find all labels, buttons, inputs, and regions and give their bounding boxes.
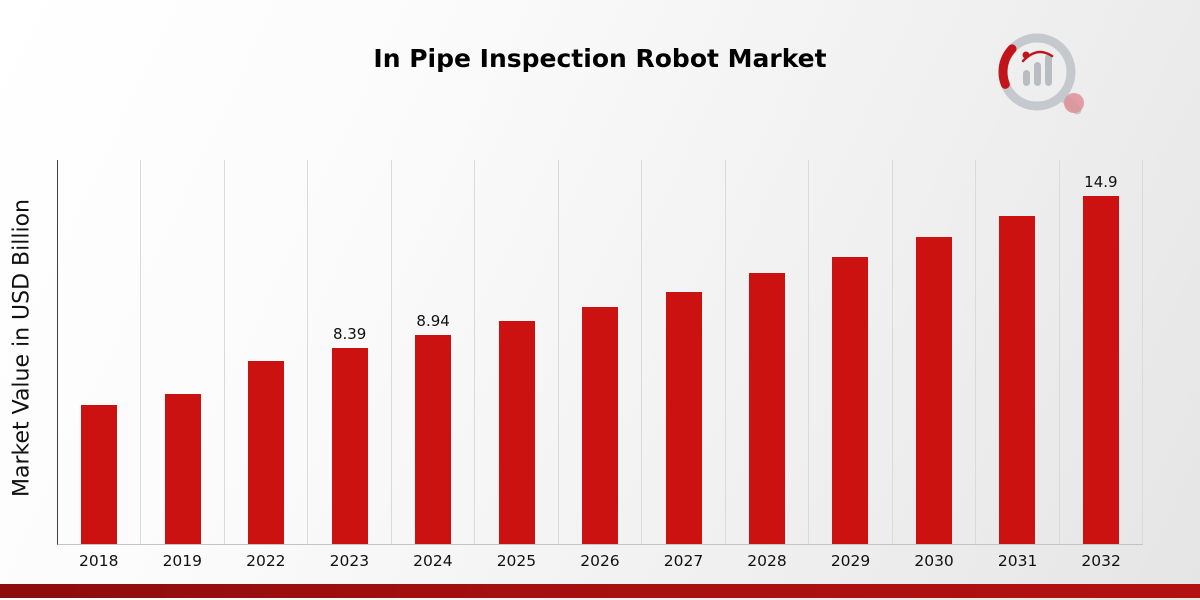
bar-2019: [164, 393, 201, 544]
bar-2029: [832, 257, 869, 544]
grid-slot: [141, 160, 225, 544]
bar-2024: [415, 335, 452, 544]
grid-slot: [809, 160, 893, 544]
bar-2025: [498, 321, 535, 544]
x-tick-2019: 2019: [162, 552, 203, 570]
x-tick-2032: 2032: [1081, 552, 1121, 570]
bar-2023: [331, 348, 368, 544]
grid-slot: [976, 160, 1060, 544]
y-axis-label: Market Value in USD Billion: [9, 198, 35, 498]
bar-2018: [81, 405, 118, 544]
plot-area: 8.39 8.94 14.9: [57, 160, 1144, 545]
bar-value-label: 8.39: [332, 325, 367, 344]
x-tick-2029: 2029: [830, 552, 871, 570]
bar-2022: [248, 360, 285, 544]
x-tick-2030: 2030: [914, 552, 954, 570]
magnifier-icon: [998, 33, 1084, 115]
grid-slot: [58, 160, 142, 544]
bar-2028: [748, 273, 785, 544]
chart-title: In Pipe Inspection Robot Market: [373, 44, 827, 73]
brand-logo: [998, 33, 1084, 115]
x-tick-2027: 2027: [663, 552, 704, 570]
grid-slot: [726, 160, 810, 544]
grid-slot: 8.39: [308, 160, 392, 544]
bar-2027: [665, 292, 702, 544]
x-tick-2026: 2026: [580, 552, 620, 570]
x-axis-labels: 2018 2019 2022 2023 2024 2025 2026 2027 2028 2029…: [57, 552, 1143, 570]
x-tick-2018: 2018: [79, 552, 119, 570]
bottom-accent-strip: [0, 584, 1200, 598]
x-tick-2028: 2028: [747, 552, 787, 570]
grid-slot: [475, 160, 559, 544]
grid-slot: [225, 160, 309, 544]
bar-value-label: 14.9: [1084, 173, 1118, 192]
grid-slot: 8.94: [392, 160, 476, 544]
grid-slot: [559, 160, 643, 544]
grid-slot: [893, 160, 977, 544]
bar-2032: [1082, 196, 1119, 544]
x-tick-2025: 2025: [496, 552, 537, 570]
x-tick-2022: 2022: [246, 552, 286, 570]
bar-2026: [582, 307, 619, 544]
bar-2031: [999, 216, 1036, 544]
x-tick-2031: 2031: [997, 552, 1038, 570]
x-tick-2024: 2024: [413, 552, 453, 570]
bar-2030: [915, 237, 952, 544]
grid-slot: [642, 160, 726, 544]
bar-value-label: 8.94: [416, 312, 450, 331]
grid-slot: 14.9: [1060, 160, 1144, 544]
x-tick-2023: 2023: [329, 552, 370, 570]
